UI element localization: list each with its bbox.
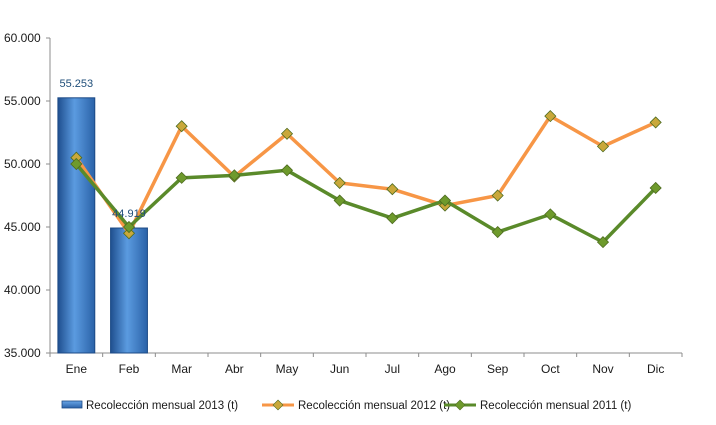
legend: Recolección mensual 2013 (t) Recolección … [61, 399, 631, 412]
line-marker [122, 227, 136, 240]
x-tick-label: Ago [434, 362, 456, 376]
y-tick-label: 50.000 [4, 157, 41, 171]
x-tick-label: Ene [66, 362, 88, 376]
y-tick-label: 60.000 [4, 31, 41, 45]
line-marker [333, 176, 346, 189]
legend-swatch-marker [454, 399, 466, 411]
legend-label: Recolección mensual 2013 (t) [86, 400, 238, 412]
bars-layer [57, 97, 148, 354]
x-tick-label: Nov [592, 362, 613, 376]
x-tick-label: Jul [385, 362, 400, 376]
y-tick-label: 35.000 [4, 346, 41, 360]
line-marker [386, 183, 399, 196]
line-marker [228, 169, 241, 182]
lines-layer [70, 110, 662, 249]
bar [110, 227, 148, 354]
line-marker [175, 171, 188, 184]
x-tick-label: Feb [119, 362, 140, 376]
legend-label: Recolección mensual 2012 (t) [298, 400, 450, 412]
line-marker [491, 225, 504, 239]
series-line [74, 162, 658, 244]
bar-data-label: 44.919 [112, 208, 146, 220]
data-labels-layer: 55.253 44.919 [60, 78, 146, 220]
legend-label: Recolección mensual 2011 (t) [480, 400, 631, 412]
line-marker [491, 189, 504, 202]
bar-data-label: 55.253 [60, 78, 94, 90]
bar [57, 97, 96, 354]
line-marker [649, 116, 662, 129]
line-marker [333, 194, 346, 207]
line-marker [70, 157, 83, 171]
x-tick-label: Abr [225, 362, 244, 376]
y-tick-label: 55.000 [4, 94, 41, 108]
line-marker [386, 212, 399, 225]
legend-swatch-bar [61, 400, 83, 409]
x-tick-label: Oct [541, 362, 560, 376]
series-line [74, 114, 658, 236]
line-marker [544, 110, 557, 123]
line-marker [596, 140, 610, 153]
y-tick-label: 45.000 [4, 220, 41, 234]
line-marker [438, 194, 452, 207]
x-tick-label: Sep [487, 362, 509, 376]
line-marker [649, 181, 662, 195]
legend-swatch-marker [272, 399, 284, 411]
axes: 35.000 40.000 45.000 50.000 55.000 60.000 Ene F… [4, 31, 683, 376]
x-tick-label: Mar [171, 362, 192, 376]
line-marker [122, 220, 136, 234]
x-tick-label: Jun [330, 362, 349, 376]
line-marker [280, 164, 294, 177]
y-tick-label: 40.000 [4, 283, 41, 297]
line-marker [544, 208, 557, 221]
line-marker [596, 236, 610, 249]
x-tick-label: Dic [647, 362, 664, 376]
line-marker [175, 120, 188, 133]
x-tick-label: May [276, 362, 299, 376]
line-marker [280, 127, 294, 140]
